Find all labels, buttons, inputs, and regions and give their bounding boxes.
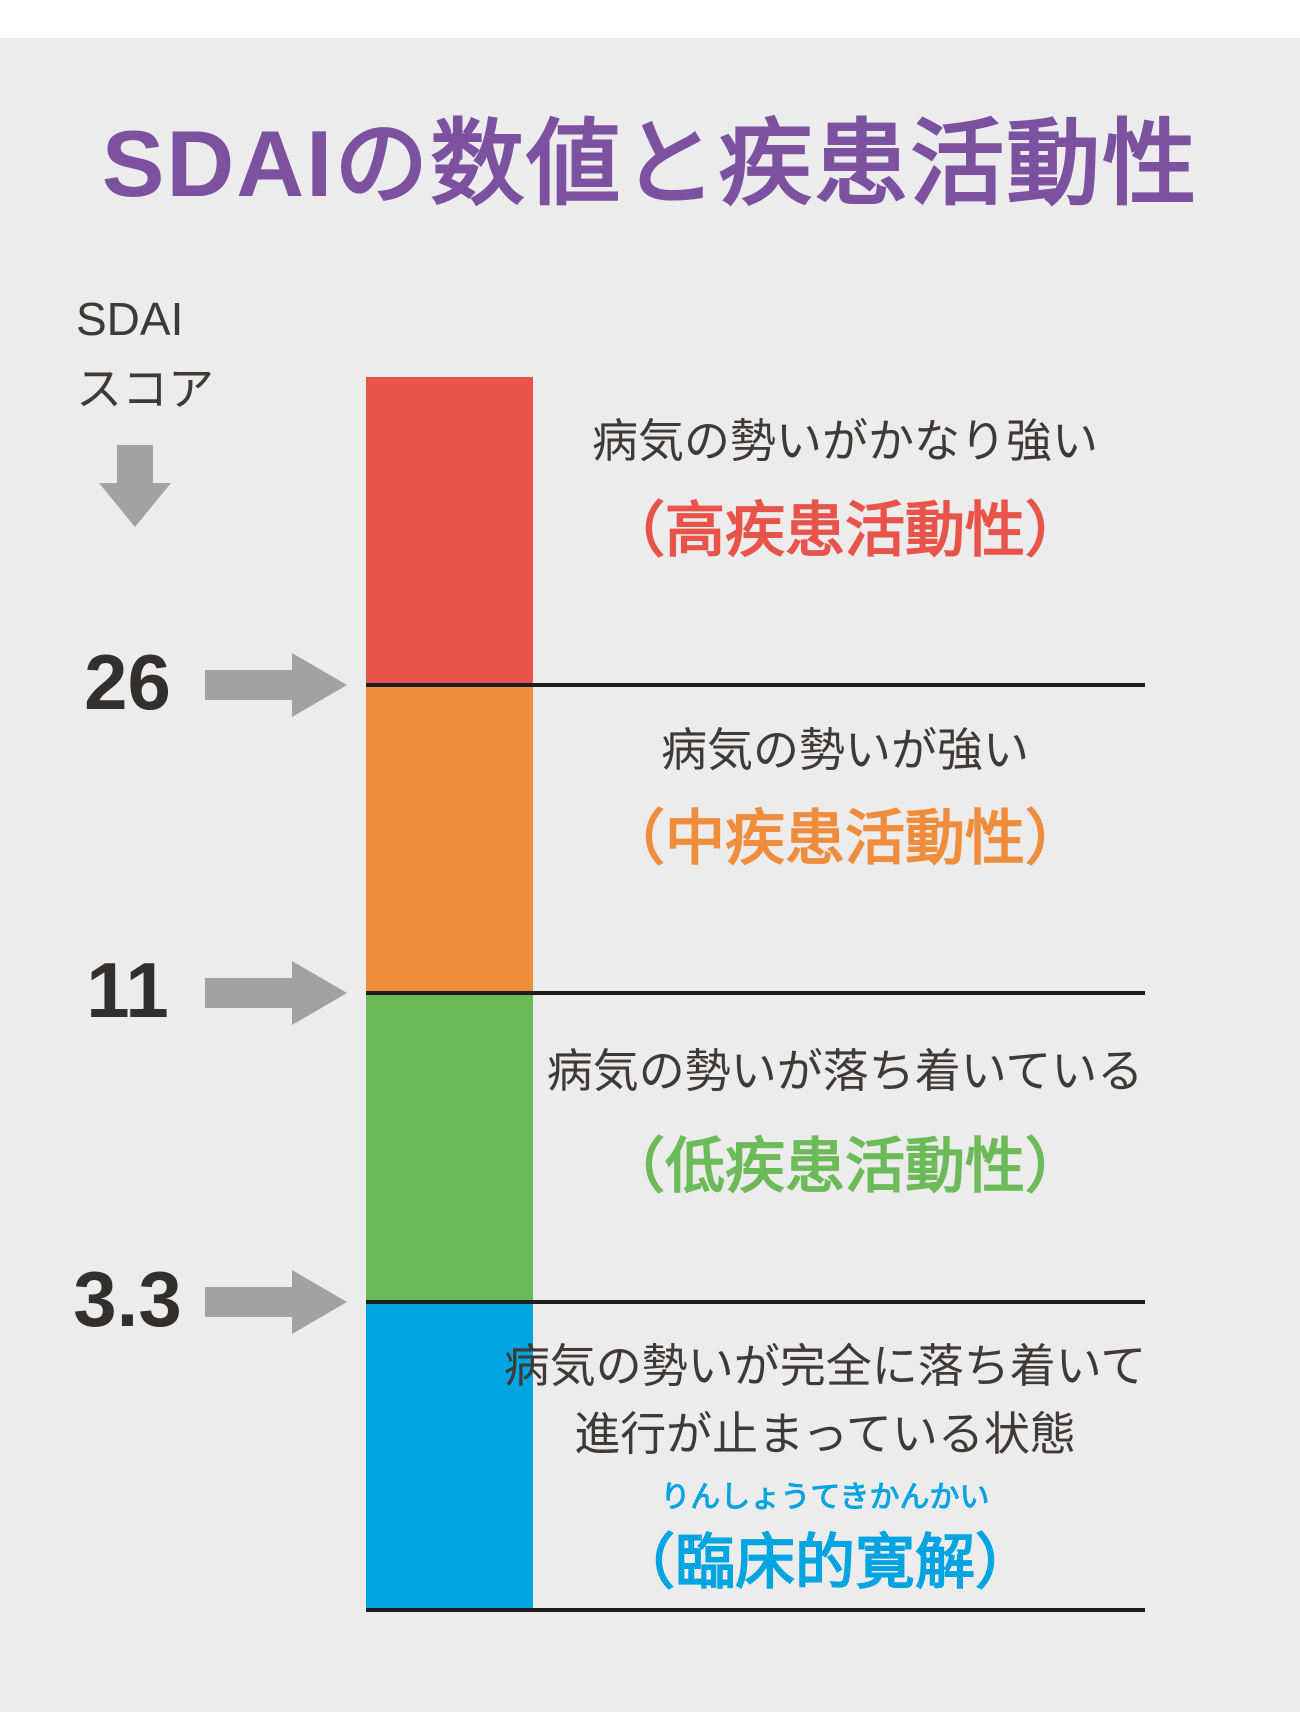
- low-activity-description: 病気の勢いが落ち着いている: [546, 1045, 1144, 1097]
- axis-label: SDAI スコア: [76, 284, 296, 424]
- background-panel: [0, 38, 1300, 1712]
- arrow-right-head: [292, 961, 347, 1025]
- segment-low-activity: [366, 993, 533, 1302]
- remission-description-line2: 進行が止まっている状態: [574, 1408, 1076, 1460]
- arrow-right-head: [292, 653, 347, 717]
- segment-high-activity: [366, 377, 533, 685]
- remission-description-line1: 病気の勢いが完全に落ち着いて: [503, 1340, 1147, 1392]
- arrow-right-head: [292, 1270, 347, 1334]
- arrow-right-icon-11: [205, 961, 347, 1025]
- segment-moderate-activity: [366, 685, 533, 993]
- low-activity-label: （低疾患活動性）: [605, 1133, 1085, 1200]
- score-bar: [366, 377, 533, 1610]
- arrow-down-head: [99, 483, 171, 527]
- arrow-right-stem: [205, 670, 292, 700]
- boundary-line-3-3: [366, 1300, 1145, 1304]
- segment-clinical-remission: [366, 1302, 533, 1610]
- axis-label-line1: SDAI: [76, 293, 184, 345]
- high-activity-label: （高疾患活動性）: [605, 497, 1085, 564]
- arrow-down-icon: [99, 445, 171, 527]
- remission-label: （臨床的寛解）: [615, 1529, 1035, 1596]
- arrow-right-icon-26: [205, 653, 347, 717]
- high-activity-description: 病気の勢いがかなり強い: [592, 415, 1098, 467]
- moderate-activity-description: 病気の勢いが強い: [661, 724, 1029, 776]
- threshold-value-11: 11: [86, 946, 169, 1034]
- boundary-line-bottom: [366, 1608, 1145, 1612]
- threshold-value-26: 26: [84, 638, 171, 726]
- arrow-right-stem: [205, 1287, 292, 1317]
- boundary-line-11: [366, 991, 1145, 995]
- axis-label-line2: スコア: [76, 363, 214, 415]
- threshold-value-3-3: 3.3: [73, 1255, 182, 1343]
- arrow-down-stem: [117, 445, 153, 483]
- remission-furigana: りんしょうてきかんかい: [660, 1481, 990, 1514]
- moderate-activity-label: （中疾患活動性）: [605, 805, 1085, 872]
- boundary-line-26: [366, 683, 1145, 687]
- arrow-right-stem: [205, 978, 292, 1008]
- page-title: SDAIの数値と疾患活動性: [101, 111, 1199, 216]
- arrow-right-icon-3-3: [205, 1270, 347, 1334]
